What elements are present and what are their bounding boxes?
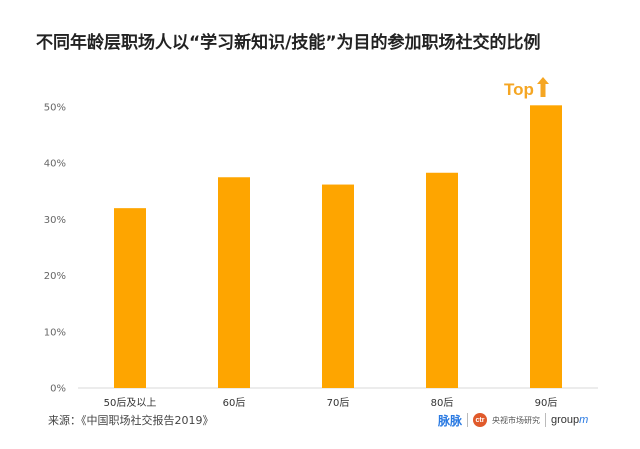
groupm-logo: groupm: [551, 414, 588, 426]
brand-logos: 脉脉 ctr 央视市场研究 groupm: [438, 410, 588, 430]
source-note: 来源：《中国职场社交报告2019》: [48, 414, 214, 427]
x-tick-label: 90后: [535, 397, 558, 409]
bar: [322, 184, 354, 388]
top-callout-text: Top: [504, 80, 534, 99]
ctr-logo-mark: ctr: [473, 413, 488, 427]
y-tick-label: 40%: [44, 159, 66, 170]
ctr-logo-text: 央视市场研究: [492, 415, 541, 425]
y-tick-label: 0%: [50, 384, 66, 395]
x-axis: 50后及以上 60后 70后 80后 90后: [104, 397, 558, 409]
bar: [426, 172, 458, 388]
x-tick-label: 70后: [327, 397, 350, 409]
y-tick-label: 50%: [44, 103, 66, 114]
y-tick-label: 20%: [44, 271, 66, 282]
y-tick-label: 10%: [44, 327, 66, 338]
bar: [218, 177, 250, 388]
up-arrow-icon: [536, 77, 549, 97]
x-tick-label: 80后: [431, 397, 454, 409]
groupm-logo-m: m: [579, 414, 589, 426]
maimai-logo: 脉脉: [438, 413, 463, 428]
x-tick-label: 60后: [223, 397, 246, 409]
y-axis: 0% 10% 20% 30% 40% 50%: [44, 103, 66, 395]
logo-divider: [545, 413, 547, 427]
logo-divider: [467, 413, 469, 427]
groupm-logo-text: group: [551, 414, 580, 426]
y-tick-label: 30%: [44, 215, 66, 226]
bars: [114, 105, 562, 389]
x-tick-label: 50后及以上: [104, 397, 157, 409]
chart-title: 不同年龄层职场人以“学习新知识/技能”为目的参加职场社交的比例: [36, 33, 541, 53]
bar: [530, 105, 562, 389]
bar: [114, 208, 146, 388]
top-callout: Top: [504, 77, 549, 100]
